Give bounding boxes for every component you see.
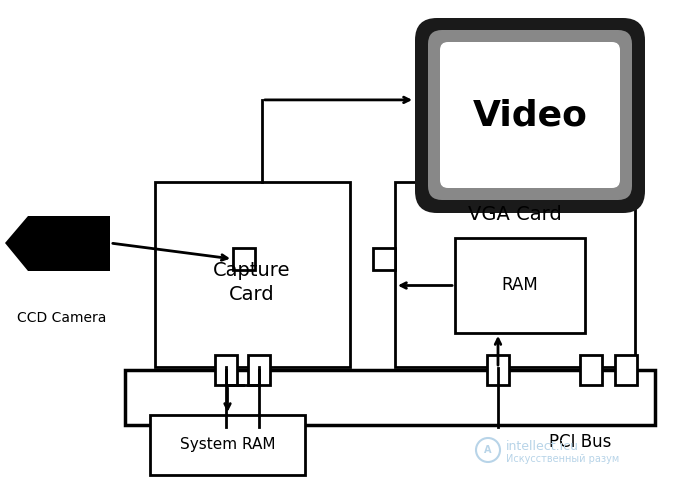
FancyBboxPatch shape xyxy=(440,42,620,188)
Bar xyxy=(215,355,237,385)
Bar xyxy=(155,182,350,367)
Polygon shape xyxy=(5,216,28,271)
Text: VGA Card: VGA Card xyxy=(468,205,562,225)
FancyBboxPatch shape xyxy=(428,30,632,200)
Bar xyxy=(125,370,655,425)
Text: Искусственный разум: Искусственный разум xyxy=(506,454,619,464)
Text: PCI Bus: PCI Bus xyxy=(549,433,611,451)
Text: CCD Camera: CCD Camera xyxy=(17,311,107,325)
Text: intellect.icu: intellect.icu xyxy=(506,440,579,453)
Text: RAM: RAM xyxy=(502,276,539,294)
Bar xyxy=(28,216,110,271)
Bar xyxy=(150,415,305,475)
Text: Capture: Capture xyxy=(213,260,291,280)
Bar xyxy=(487,355,509,385)
Text: System RAM: System RAM xyxy=(180,438,276,453)
Bar xyxy=(248,355,270,385)
Text: A: A xyxy=(484,445,492,455)
Text: Video: Video xyxy=(473,98,587,132)
Bar xyxy=(455,238,585,333)
FancyBboxPatch shape xyxy=(415,18,645,213)
Text: Card: Card xyxy=(229,285,275,305)
Bar xyxy=(233,248,255,270)
Bar xyxy=(395,182,635,367)
Bar xyxy=(615,355,637,385)
Bar xyxy=(580,355,602,385)
Bar xyxy=(373,248,395,270)
